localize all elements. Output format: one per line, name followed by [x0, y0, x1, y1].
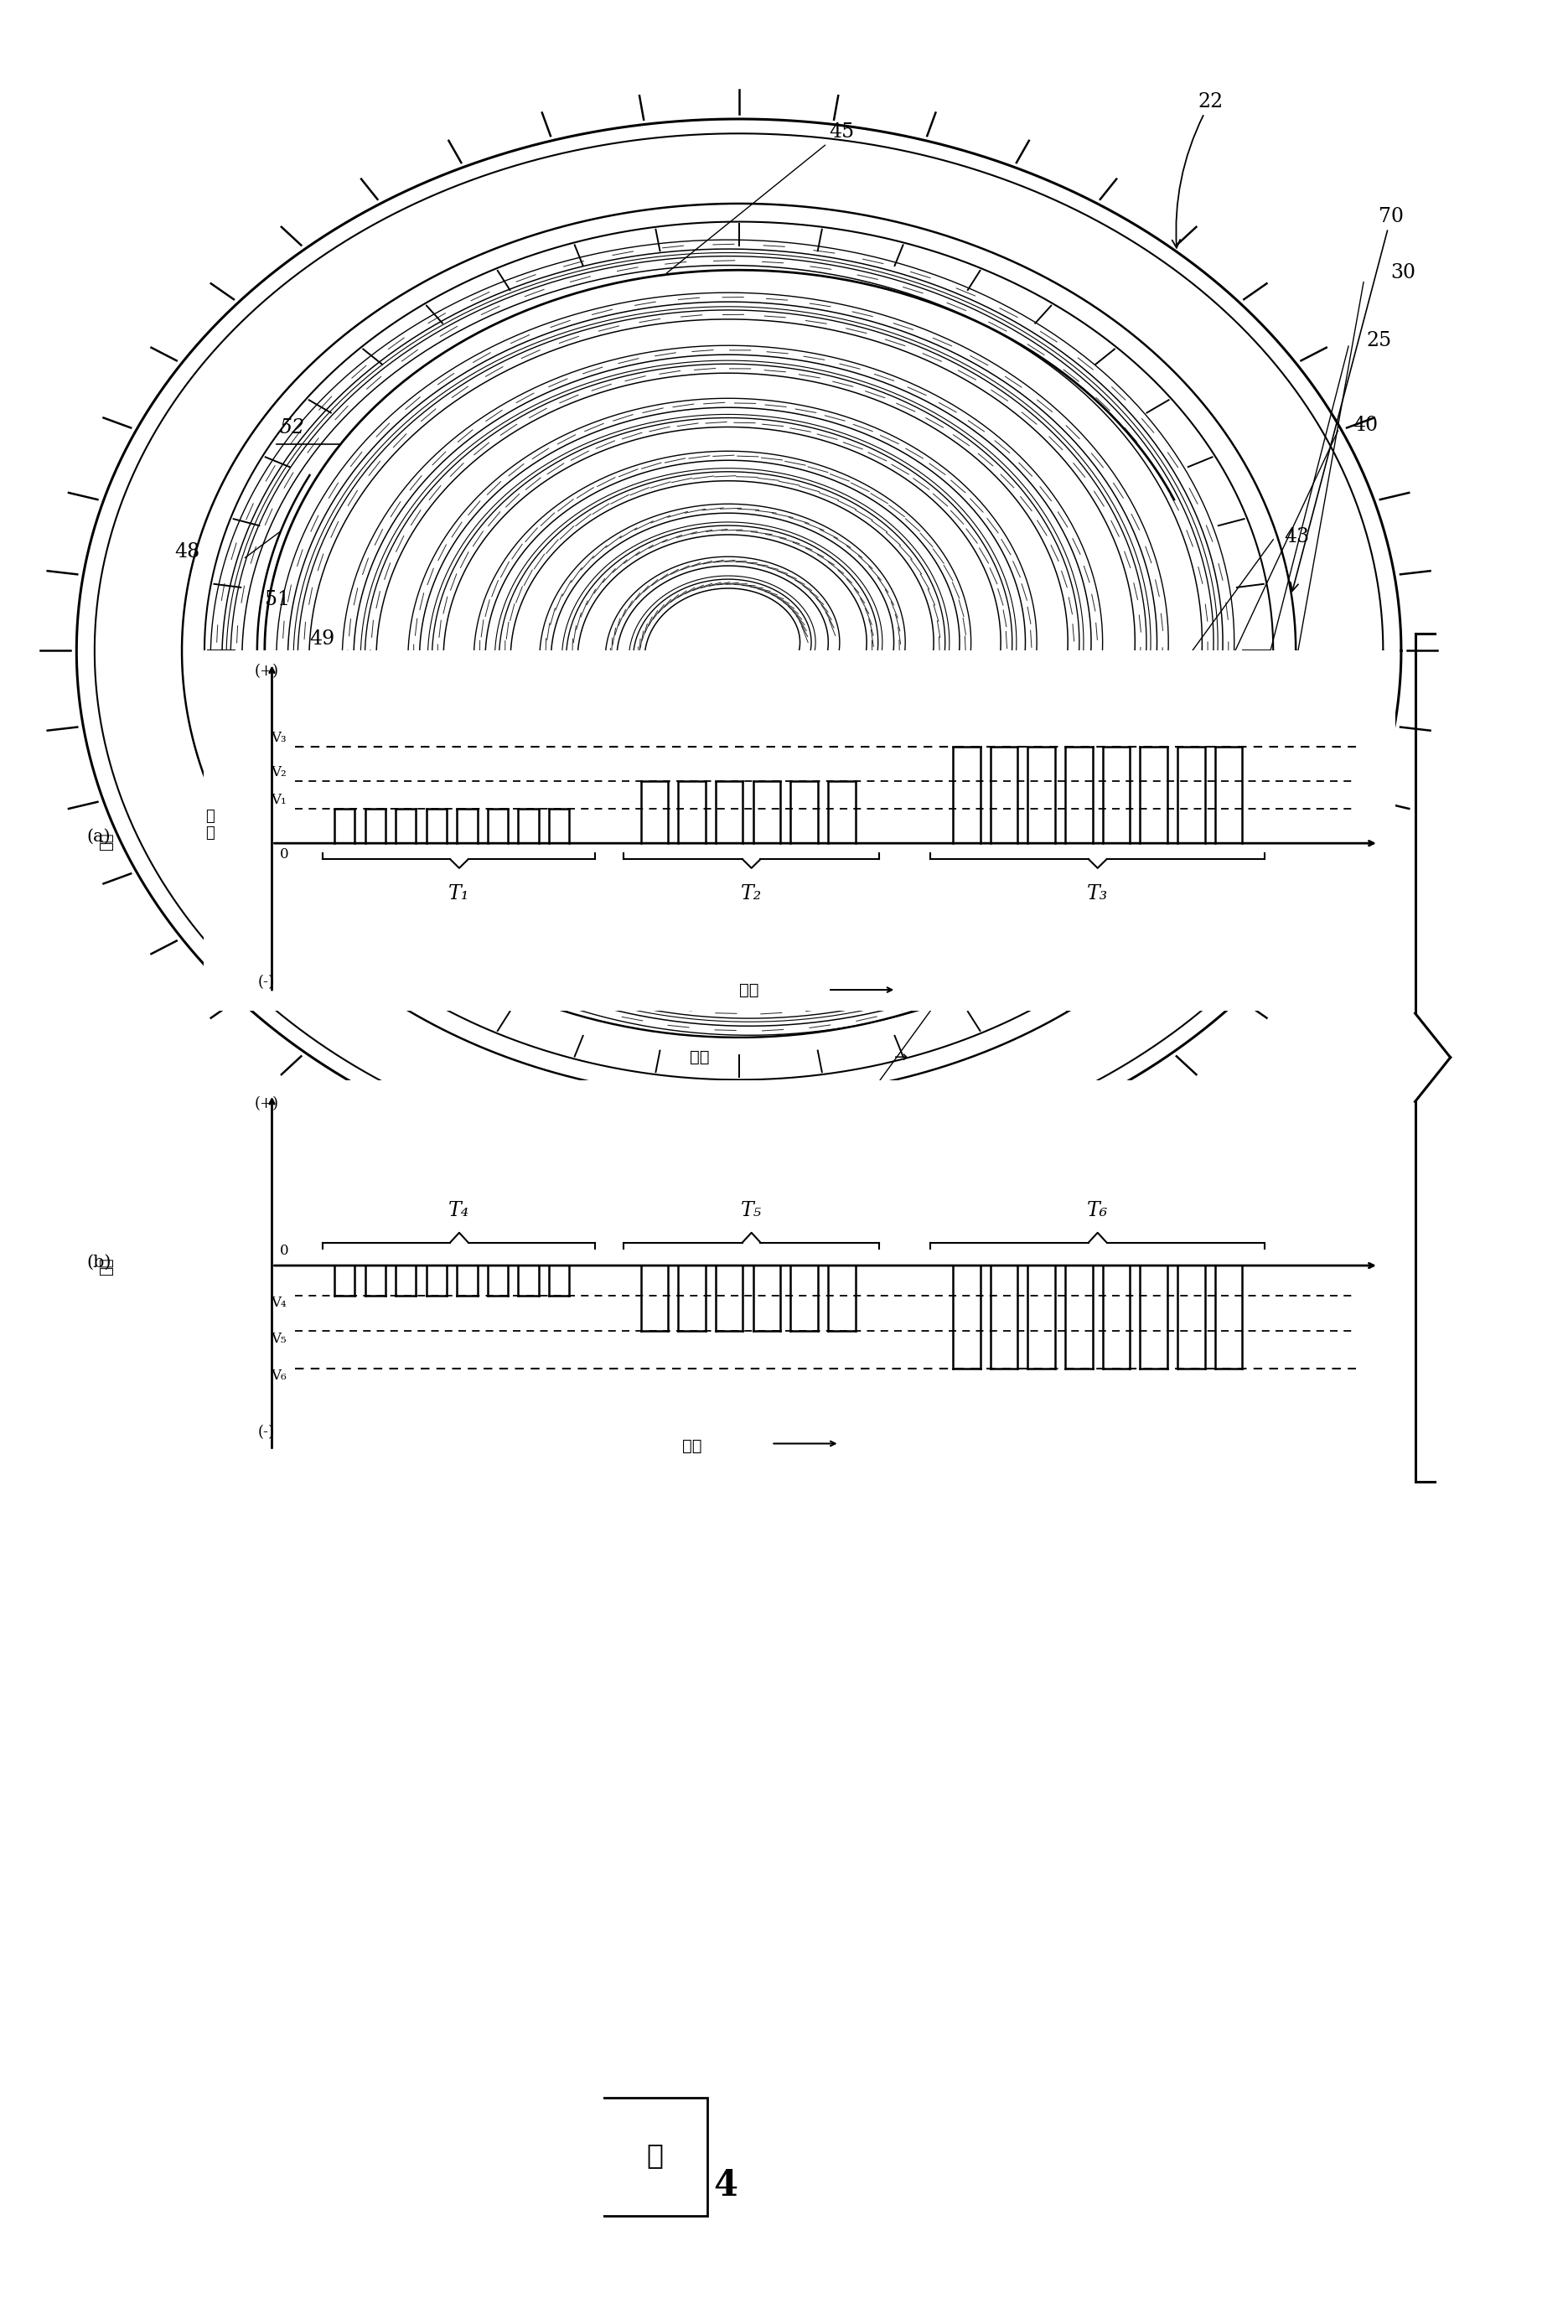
Text: 22: 22: [1173, 93, 1223, 249]
Text: T₆: T₆: [1087, 1202, 1109, 1220]
Text: 0: 0: [281, 848, 289, 862]
Text: (b): (b): [86, 1255, 111, 1269]
Text: 3: 3: [1319, 1113, 1342, 1148]
Text: T₄: T₄: [448, 1202, 470, 1220]
Text: 0: 0: [281, 1243, 289, 1257]
Text: 45: 45: [666, 123, 855, 274]
Text: 图: 图: [1284, 1118, 1298, 1143]
Text: T₂: T₂: [740, 883, 762, 904]
Text: 43: 43: [1284, 528, 1309, 546]
FancyBboxPatch shape: [602, 2099, 707, 2215]
Text: 电压: 电压: [99, 1257, 114, 1276]
Text: 电
压: 电 压: [205, 809, 213, 841]
Text: 4: 4: [713, 2168, 737, 2203]
Text: (+): (+): [254, 1097, 279, 1111]
Text: 40: 40: [1353, 416, 1378, 435]
Text: V₁: V₁: [271, 792, 287, 806]
Text: →: →: [894, 1050, 908, 1064]
Text: 46: 46: [400, 693, 425, 711]
Text: 时间: 时间: [682, 1439, 702, 1455]
Text: 100: 100: [881, 711, 920, 732]
Text: 25: 25: [1367, 330, 1392, 351]
Text: 图: 图: [646, 2143, 663, 2168]
Text: 48: 48: [174, 541, 199, 562]
Text: V₅: V₅: [271, 1332, 287, 1346]
Text: (a): (a): [86, 830, 110, 844]
Text: 49: 49: [310, 630, 336, 648]
Text: (-): (-): [257, 1425, 274, 1441]
Text: 时间: 时间: [739, 983, 759, 997]
Text: (+): (+): [254, 665, 279, 679]
Text: 52: 52: [279, 418, 304, 437]
Text: V₃: V₃: [271, 730, 287, 744]
Text: T₃: T₃: [1087, 883, 1109, 904]
Text: V₆: V₆: [271, 1369, 287, 1383]
Text: 70: 70: [1290, 207, 1403, 590]
Text: (-): (-): [257, 974, 274, 990]
Text: 30: 30: [1391, 263, 1416, 284]
Text: V₂: V₂: [271, 765, 287, 779]
Text: T₁: T₁: [448, 883, 470, 904]
Text: 51: 51: [265, 590, 290, 609]
Text: 时间: 时间: [690, 1050, 710, 1064]
FancyBboxPatch shape: [1248, 1092, 1336, 1160]
Text: 电压: 电压: [99, 832, 114, 851]
Text: T₅: T₅: [740, 1202, 762, 1220]
Text: V₄: V₄: [271, 1297, 287, 1311]
